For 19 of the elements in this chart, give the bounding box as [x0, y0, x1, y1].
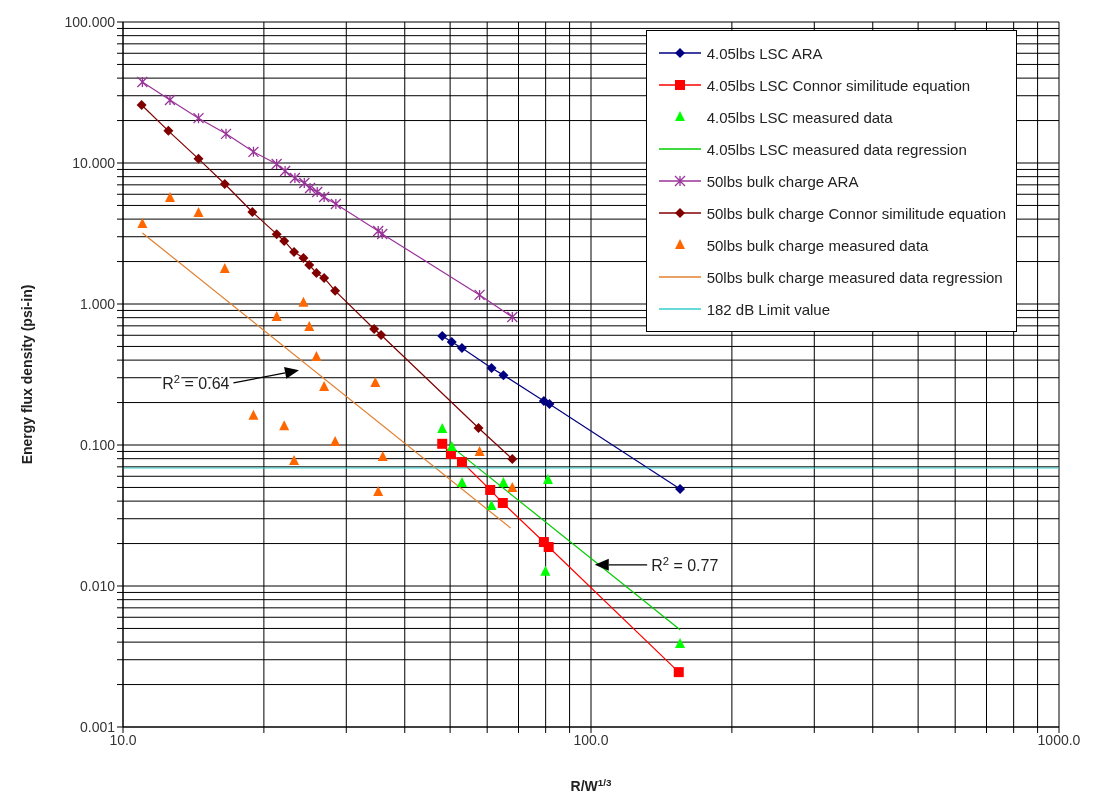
x-tick-label: 100.0 — [573, 731, 609, 748]
legend-label: 182 dB Limit value — [706, 300, 831, 318]
legend-label: 4.05lbs LSC ARA — [706, 44, 823, 62]
annotation: R$^{2}$ = 0.77 — [651, 554, 719, 574]
y-tick-label: 0.010 — [79, 577, 116, 594]
x-tick-label: 1000.0 — [1037, 731, 1081, 748]
legend-label: 4.05lbs LSC measured data regression — [706, 140, 967, 158]
legend-label: 50lbs bulk charge measured data regression — [706, 268, 1003, 286]
y-tick-label: 10.000 — [72, 154, 116, 171]
legend-label: 50lbs bulk charge Connor similitude equation — [706, 204, 1006, 222]
y-tick-label: 1.000 — [79, 295, 116, 312]
legend-label: 50lbs bulk charge measured data — [706, 236, 929, 254]
y-axis-title: Energy flux density (psi-in) — [19, 284, 35, 465]
legend-label: 4.05lbs LSC measured data — [706, 108, 893, 126]
x-axis-title: R/W$^{1/3}$ — [570, 776, 612, 794]
legend-label: 50lbs bulk charge ARA — [706, 172, 859, 190]
y-tick-label: 100.000 — [64, 13, 116, 30]
legend-label: 4.05lbs LSC Connor similitude equation — [706, 76, 971, 94]
y-tick-label: 0.100 — [79, 436, 116, 453]
